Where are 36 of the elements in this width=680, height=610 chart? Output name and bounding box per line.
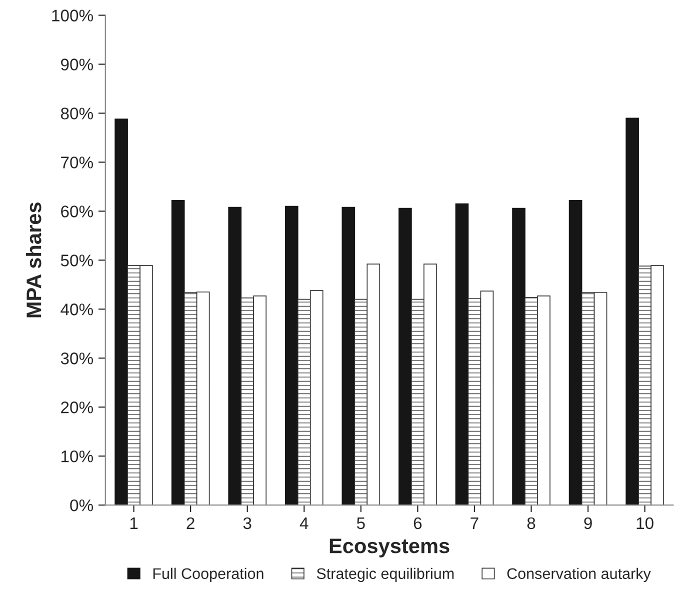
y-tick-label: 40%	[60, 304, 94, 316]
y-tick-label: 60%	[61, 206, 94, 218]
bar	[512, 208, 526, 506]
y-tick-label: 80%	[60, 108, 94, 120]
bar	[398, 208, 412, 506]
y-tick-label: 20%	[61, 402, 94, 414]
legend-label: Full Cooperation	[153, 568, 264, 582]
y-tick-label: 30%	[60, 352, 94, 364]
y-tick-label: 0%	[70, 499, 93, 512]
x-tick-label: 8	[527, 517, 536, 530]
x-tick-label: 5	[356, 518, 365, 530]
x-tick-label: 4	[300, 518, 308, 529]
bar	[626, 118, 639, 506]
x-tick-label: 7	[470, 518, 478, 529]
bar	[114, 118, 128, 506]
legend-label: Strategic equilibrium	[316, 568, 454, 582]
x-tick-label: 10	[636, 517, 654, 530]
y-tick-label: 90%	[61, 58, 94, 70]
x-tick-label: 1	[130, 518, 138, 529]
y-tick-label: 70%	[61, 156, 94, 168]
y-tick-label: 100%	[52, 10, 94, 22]
legend-label: Conservation autarky	[507, 568, 651, 582]
x-axis-title: Ecosystems	[330, 538, 450, 558]
bar	[568, 200, 582, 506]
bar	[284, 206, 298, 506]
x-tick-label: 6	[414, 517, 422, 530]
x-tick-label: 3	[243, 517, 252, 530]
y-tick-label: 10%	[62, 450, 94, 462]
bar	[455, 203, 469, 506]
x-tick-label: 2	[186, 517, 194, 529]
bar	[342, 206, 356, 506]
y-tick-label: 50%	[60, 254, 94, 266]
bar	[228, 206, 242, 506]
x-tick-label: 9	[584, 517, 592, 530]
bar	[171, 200, 185, 506]
y-axis-title: MPA shares	[26, 202, 42, 318]
